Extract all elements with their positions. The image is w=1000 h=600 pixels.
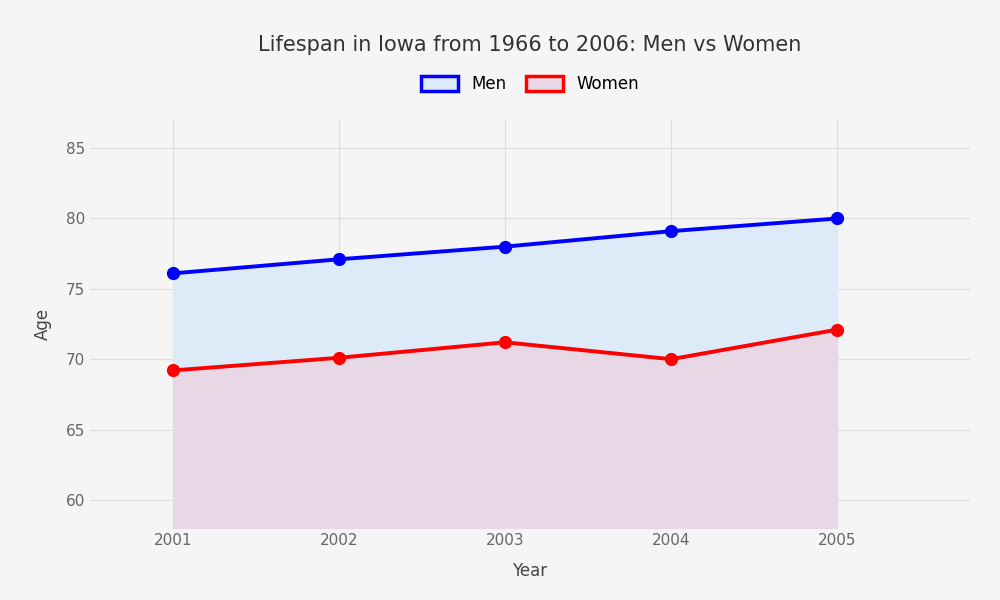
Title: Lifespan in Iowa from 1966 to 2006: Men vs Women: Lifespan in Iowa from 1966 to 2006: Men …: [258, 35, 802, 55]
Men: [499, 243, 511, 250]
X-axis label: Year: Year: [512, 562, 548, 580]
Women: [665, 356, 677, 363]
Men: [333, 256, 345, 263]
Women: [333, 354, 345, 361]
Men: [831, 215, 843, 222]
Y-axis label: Age: Age: [34, 308, 52, 340]
Women: [167, 367, 179, 374]
Line: Women: Women: [167, 324, 843, 376]
Women: [499, 338, 511, 346]
Women: [831, 326, 843, 333]
Men: [665, 227, 677, 235]
Line: Men: Men: [167, 213, 843, 279]
Legend: Men, Women: Men, Women: [421, 75, 639, 93]
Men: [167, 270, 179, 277]
